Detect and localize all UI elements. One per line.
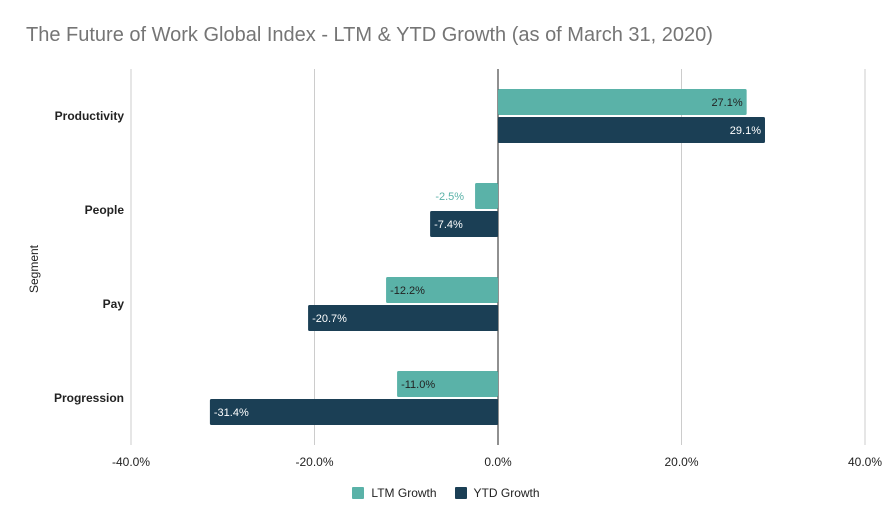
ltm-bar-pay: [386, 277, 498, 303]
ltm-bar-progression: [397, 371, 498, 397]
legend-item-ytd[interactable]: YTD Growth: [454, 486, 540, 500]
data-label: 29.1%: [730, 125, 761, 137]
category-label: Pay: [103, 297, 125, 311]
x-tick-label: 20.0%: [664, 455, 698, 469]
ytd-bar-progression: [209, 399, 498, 425]
legend-swatch-ytd: [454, 487, 467, 499]
data-label: -31.4%: [214, 407, 249, 419]
legend-label-ltm: LTM Growth: [371, 486, 437, 500]
x-tick-label: 0.0%: [484, 455, 512, 469]
data-label: -20.7%: [312, 313, 347, 325]
ytd-bar-pay: [308, 305, 498, 331]
category-label: Productivity: [55, 109, 125, 123]
x-tick-label: 40.0%: [848, 455, 882, 469]
data-label: 27.1%: [711, 97, 742, 109]
ltm-bar-productivity: [498, 89, 747, 115]
data-label: -7.4%: [434, 219, 463, 231]
ytd-bar-productivity: [498, 117, 765, 143]
legend-swatch-ltm: [352, 487, 365, 499]
category-label: People: [85, 203, 125, 217]
x-tick-label: -20.0%: [295, 455, 333, 469]
x-tick-label: -40.0%: [112, 455, 150, 469]
data-label: -11.0%: [401, 379, 435, 391]
data-label: -12.2%: [390, 285, 425, 297]
y-axis-title: Segment: [27, 244, 41, 293]
legend-label-ytd: YTD Growth: [473, 486, 540, 500]
data-label: -2.5%: [435, 191, 464, 203]
ytd-bar-people: [430, 211, 498, 237]
legend: LTM Growth YTD Growth: [0, 486, 892, 500]
category-label: Progression: [54, 391, 124, 405]
ltm-bar-people: [475, 183, 498, 209]
chart-title: The Future of Work Global Index - LTM & …: [26, 24, 713, 46]
legend-item-ltm[interactable]: LTM Growth: [352, 486, 437, 500]
